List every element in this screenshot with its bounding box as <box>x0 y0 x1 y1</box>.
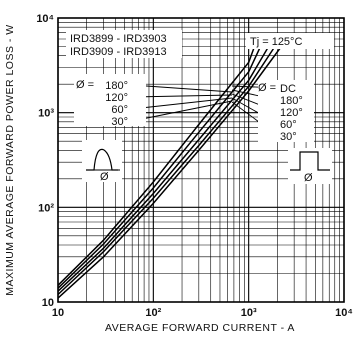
temperature-label-box <box>246 33 334 49</box>
series-line <box>57 46 282 299</box>
right-angle-label: 60° <box>280 119 297 131</box>
right-angle-label: 120° <box>280 107 303 119</box>
phi-right-label: Ø = <box>258 82 276 94</box>
device-label-line1: IRD3899 - IRD3903 <box>70 33 167 45</box>
y-tick-label: 10³ <box>38 108 54 120</box>
left-angle-label: 180° <box>105 80 128 92</box>
right-waveform-inset: Ø <box>288 148 332 184</box>
left-angle-label: 120° <box>105 92 128 104</box>
y-tick-labels: 10 10² 10³ 10⁴ <box>36 13 54 309</box>
x-tick-label: 10⁴ <box>335 307 353 319</box>
series-line <box>57 32 261 286</box>
series-line <box>57 42 279 296</box>
right-angle-label: DC <box>280 83 296 95</box>
right-angle-label: 180° <box>280 95 303 107</box>
left-angle-label: 30° <box>111 116 128 128</box>
left-waveform-inset: Ø <box>82 140 122 183</box>
x-tick-label: 10 <box>52 307 64 319</box>
y-tick-label: 10 <box>42 297 54 309</box>
series-line <box>57 38 274 292</box>
leader-line <box>131 84 233 93</box>
right-waveform-label: Ø <box>304 172 313 184</box>
leader-line <box>131 100 233 122</box>
series-line <box>57 35 267 289</box>
leader-line <box>131 97 233 110</box>
y-tick-label: 10⁴ <box>36 13 54 25</box>
phi-left-label: Ø = <box>76 79 94 91</box>
x-tick-labels: 10 10² 10³ 10⁴ <box>52 307 353 319</box>
device-label-box <box>66 30 182 58</box>
curves <box>57 32 282 299</box>
y-axis-label: MAXIMUM AVERAGE FORWARD POWER LOSS - W <box>4 24 16 295</box>
right-group-box <box>258 80 314 142</box>
x-axis-label: AVERAGE FORWARD CURRENT - A <box>105 322 295 334</box>
temperature-label: Tj = 125°C <box>250 36 302 48</box>
left-group-box <box>74 74 146 126</box>
right-angle-label: 30° <box>280 131 297 143</box>
left-angle-labels: 180°120°60°30° <box>105 80 128 128</box>
left-waveform-label: Ø <box>100 171 109 183</box>
device-label-line2: IRD3909 - IRD3913 <box>70 46 167 58</box>
x-tick-label: 10³ <box>241 307 257 319</box>
y-tick-label: 10² <box>38 202 54 214</box>
leader-line <box>131 94 233 98</box>
left-angle-label: 60° <box>111 104 128 116</box>
x-tick-label: 10² <box>145 307 161 319</box>
